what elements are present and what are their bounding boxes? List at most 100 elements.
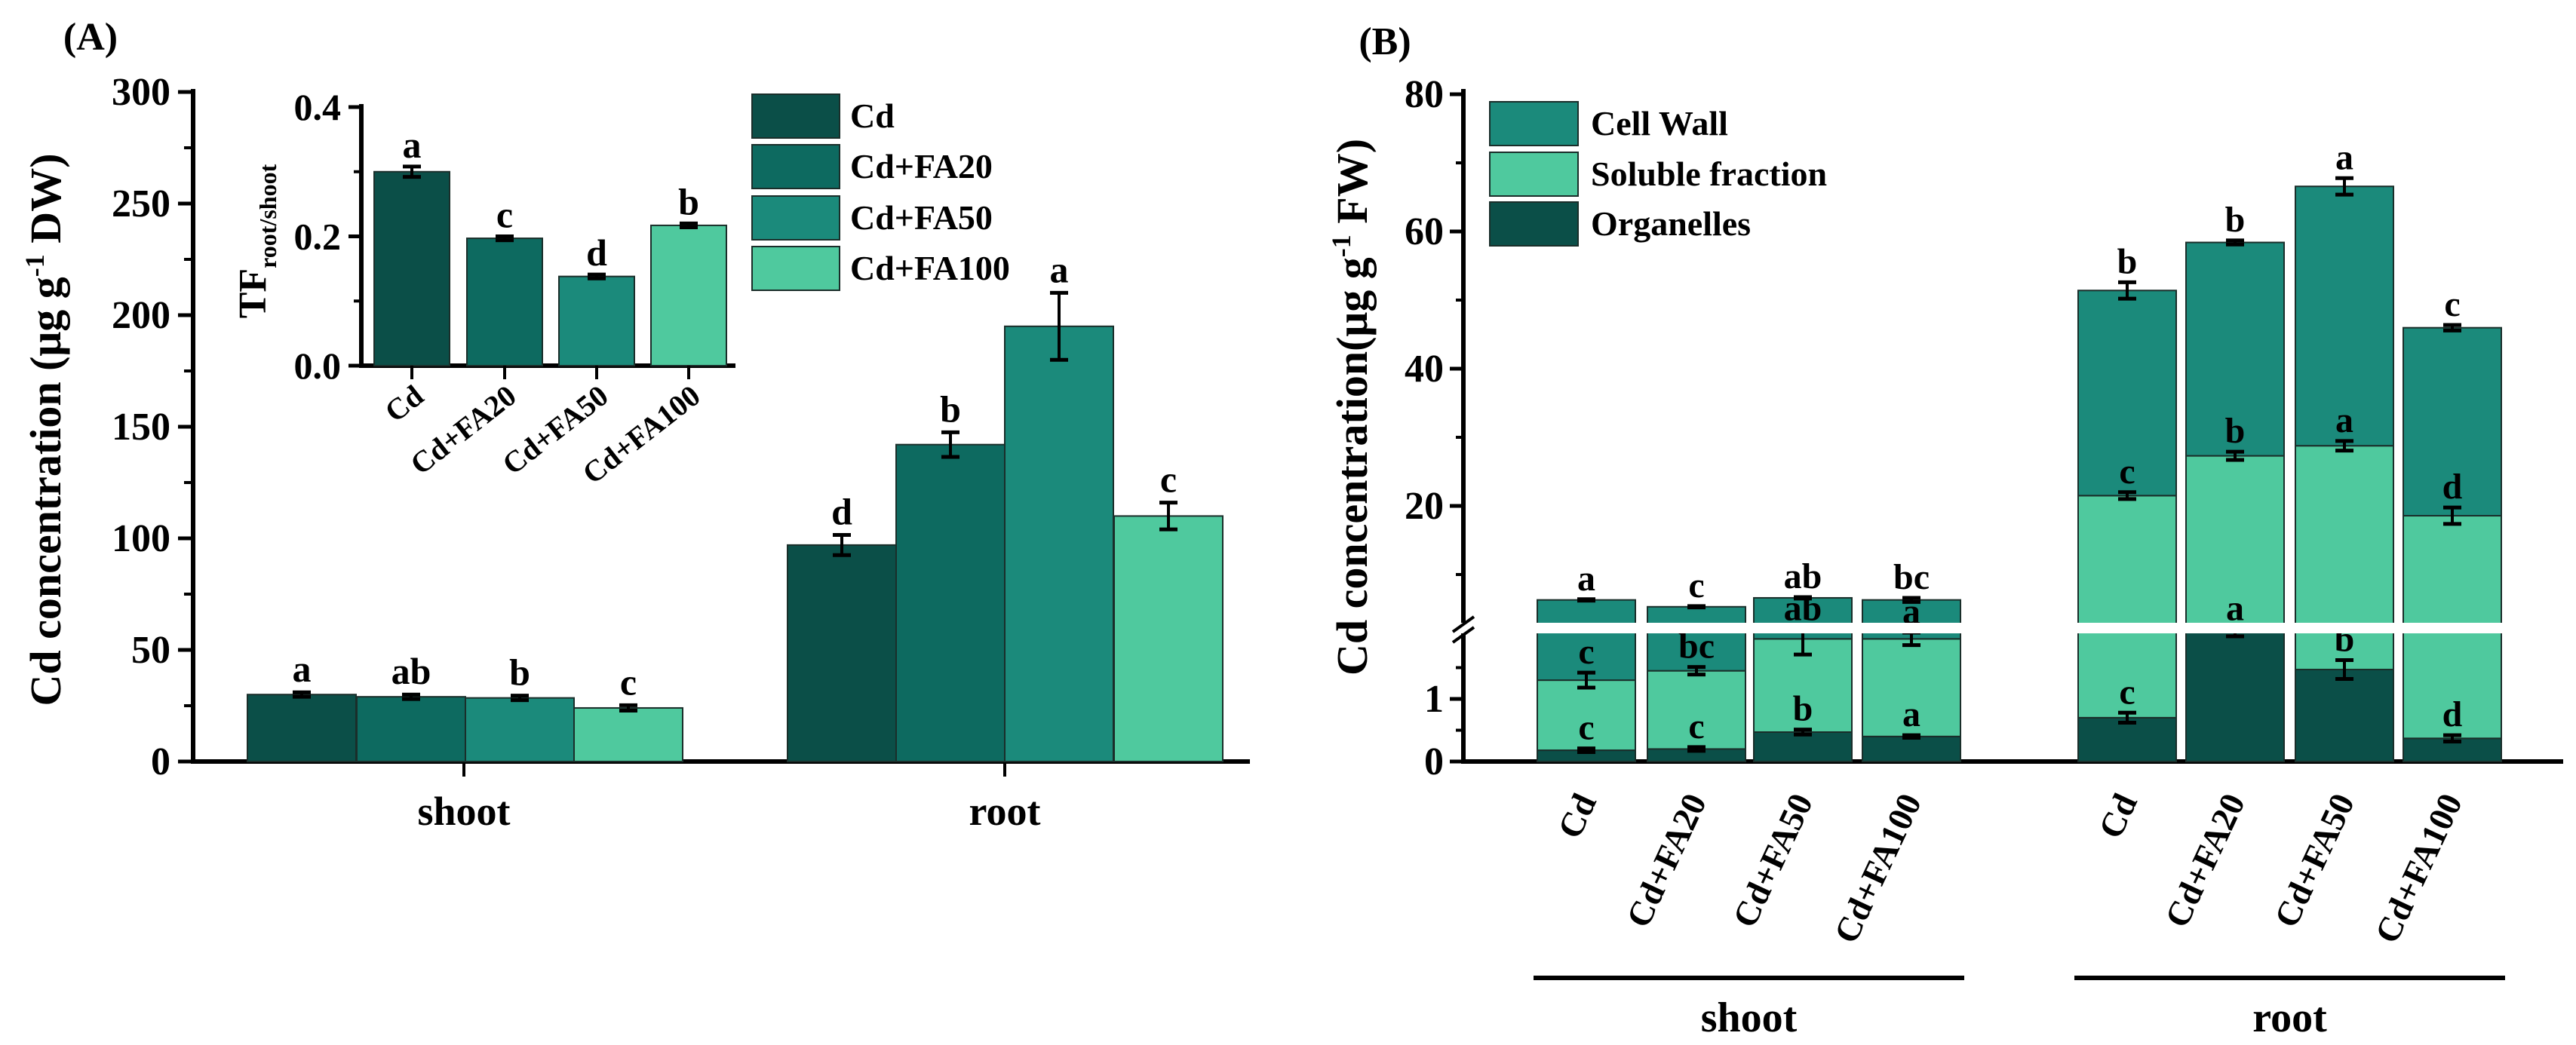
panel-label-b: (B) — [1359, 20, 1411, 63]
axis-break-mark — [1451, 615, 1475, 633]
x-group-label: shoot — [1701, 994, 1798, 1041]
significance-letter: c — [1578, 708, 1594, 748]
y-tick-label: 250 — [112, 182, 170, 225]
inset-bar — [558, 275, 635, 367]
significance-letter: c — [2119, 452, 2135, 492]
y-tick-label: 1 — [1424, 678, 1444, 721]
stacked-segment-cell-wall — [2403, 326, 2502, 517]
inset-y-tick-label: 0.4 — [294, 86, 342, 128]
legend-swatch — [1489, 152, 1579, 197]
bar-cd-fa50-root — [1004, 325, 1114, 762]
y-title-main: Cd concentration (μg g — [21, 277, 70, 706]
y-tick-label: 80 — [1405, 73, 1444, 116]
stacked-segment-cell-wall — [2185, 241, 2285, 457]
axis-break-gap — [1460, 623, 2547, 633]
inset-y-tick-label: 0.0 — [294, 345, 342, 387]
y-axis-title-b: Cd concentration(μg g-1 FW) — [1326, 139, 1377, 676]
inset-significance-letter: a — [403, 124, 422, 166]
inset-bar — [650, 224, 727, 366]
significance-letter: c — [1160, 458, 1177, 501]
stacked-segment-cell-wall — [2295, 185, 2394, 447]
significance-letter: b — [2225, 411, 2246, 451]
significance-letter: a — [1050, 248, 1069, 290]
significance-letter: a — [1902, 694, 1920, 734]
significance-letter: ab — [1784, 556, 1822, 596]
x-tick-label: Cd+FA50 — [1725, 788, 1820, 933]
legend-label: Cd+FA50 — [850, 198, 993, 237]
significance-letter: ab — [1784, 588, 1822, 628]
x-tick-label: Cd — [2091, 787, 2145, 844]
bar-cd-shoot — [247, 694, 357, 763]
significance-letter: a — [2335, 400, 2353, 440]
y-tick-label: 150 — [112, 406, 170, 449]
significance-letter: c — [2444, 284, 2460, 324]
significance-letter: a — [2226, 589, 2244, 629]
inset-bar — [373, 170, 450, 366]
bar-cd-root — [787, 544, 897, 762]
significance-letter: b — [509, 651, 530, 694]
legend-label: Cell Wall — [1591, 104, 1728, 142]
significance-letter: a — [293, 648, 312, 690]
significance-letter: b — [2117, 241, 2138, 281]
y-tick-label: 50 — [131, 629, 170, 672]
significance-letter: b — [940, 388, 961, 430]
y-title-sup: -1 — [20, 254, 50, 277]
y-tick-label: 0 — [151, 740, 170, 783]
y-tick-label: 60 — [1405, 210, 1444, 253]
significance-letter: ab — [391, 650, 431, 692]
inset-x-tick-label: Cd — [379, 378, 430, 429]
y-tick-label: 100 — [112, 517, 170, 560]
significance-letter: c — [1688, 706, 1704, 746]
x-tick-label: Cd+FA20 — [1619, 788, 1714, 933]
legend-label: Cd+FA20 — [850, 147, 993, 185]
stacked-segment-organelles — [1753, 731, 1853, 762]
legend-label: Cd+FA100 — [850, 249, 1010, 287]
significance-letter: d — [2442, 694, 2463, 734]
significance-letter: c — [1688, 565, 1704, 605]
y-tick-label: 0 — [1424, 740, 1444, 783]
legend-swatch — [751, 144, 840, 189]
y-tick-label: 300 — [112, 71, 170, 114]
significance-letter: d — [831, 491, 852, 533]
legend-label: Soluble fraction — [1591, 155, 1827, 193]
x-tick-label: Cd+FA100 — [1826, 788, 1929, 949]
significance-letter: b — [2225, 200, 2246, 240]
x-group-label: shoot — [417, 789, 510, 834]
inset-y-tick-label: 0.2 — [294, 216, 342, 258]
significance-letter: a — [2335, 137, 2353, 177]
x-tick-label: Cd+FA50 — [2267, 788, 2362, 933]
legend-swatch — [751, 246, 840, 291]
x-tick-label: Cd+FA20 — [2157, 788, 2252, 933]
stacked-segment-soluble-fraction — [1647, 670, 1746, 750]
legend-swatch — [751, 195, 840, 241]
bar-cd-fa100-root — [1113, 515, 1224, 763]
x-group-label: root — [2252, 994, 2327, 1041]
bar-cd-fa20-root — [895, 443, 1006, 762]
significance-letter: b — [1793, 689, 1813, 729]
inset-significance-letter: c — [496, 194, 513, 236]
legend-swatch — [751, 93, 840, 139]
stacked-segment-organelles — [2185, 629, 2285, 763]
significance-letter: d — [2442, 467, 2463, 507]
stacked-segment-soluble-fraction — [1537, 679, 1636, 752]
stacked-segment-organelles — [2295, 668, 2394, 762]
bar-cd-fa20-shoot — [356, 696, 466, 762]
x-tick-label: Cd — [1550, 787, 1604, 844]
y-title-tail: DW) — [21, 153, 70, 254]
significance-letter: c — [1578, 632, 1594, 672]
significance-letter: bc — [1893, 557, 1930, 597]
bar-cd-fa100-shoot — [573, 706, 683, 763]
inset-bar — [466, 238, 543, 367]
stacked-segment-organelles — [1862, 735, 1961, 762]
x-group-label: root — [969, 789, 1041, 834]
y-tick-label: 40 — [1405, 348, 1444, 391]
y-tick-label: 200 — [112, 294, 170, 337]
inset-significance-letter: d — [586, 231, 607, 274]
x-tick-label: Cd+FA100 — [2367, 788, 2470, 949]
axis-break-mark — [1451, 626, 1475, 644]
y-axis-title-a: Cd concentration (μg g-1 DW) — [20, 153, 70, 706]
inset-significance-letter: b — [678, 180, 699, 222]
inset-y-title: TFroot/shoot — [232, 164, 281, 318]
stacked-segment-soluble-fraction — [1862, 638, 1961, 737]
